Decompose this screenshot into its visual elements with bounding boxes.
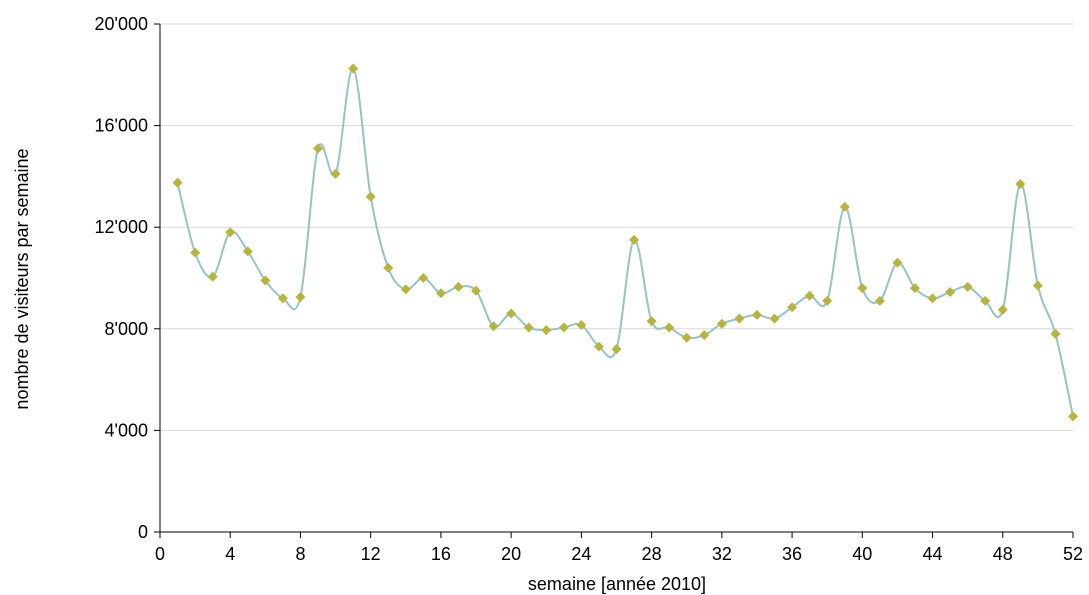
data-point xyxy=(418,273,429,283)
data-point xyxy=(927,293,938,304)
x-tick-label: 0 xyxy=(155,544,165,564)
data-point xyxy=(172,177,183,188)
data-point xyxy=(769,313,780,324)
y-tick-label: 0 xyxy=(138,522,148,542)
y-tick-label: 12'000 xyxy=(95,217,149,237)
data-point xyxy=(225,227,236,238)
data-point xyxy=(874,295,885,306)
axes xyxy=(154,23,1074,538)
data-point xyxy=(681,332,692,343)
y-tick-label: 4'000 xyxy=(105,420,148,440)
y-tick-labels: 0 4'000 8'000 12'000 16'000 20'000 xyxy=(95,14,149,542)
data-point xyxy=(892,257,903,268)
data-point xyxy=(1068,411,1078,422)
x-tick-label: 16 xyxy=(431,544,451,564)
data-point xyxy=(664,322,675,333)
data-point xyxy=(295,292,306,303)
x-tick-label: 12 xyxy=(361,544,381,564)
data-point xyxy=(453,281,464,292)
y-axis-title: nombre de visiteurs par semaine xyxy=(12,148,32,409)
data-point xyxy=(962,281,973,292)
x-tick-label: 32 xyxy=(712,544,732,564)
data-point xyxy=(523,322,534,333)
data-point xyxy=(277,293,288,304)
x-tick-label: 8 xyxy=(295,544,305,564)
x-tick-label: 40 xyxy=(852,544,872,564)
data-point xyxy=(804,290,815,301)
data-point xyxy=(822,295,833,306)
data-point xyxy=(488,321,499,332)
data-point xyxy=(1032,280,1043,291)
data-point xyxy=(330,168,341,179)
data-point xyxy=(576,319,587,330)
data-point xyxy=(734,313,745,324)
data-point xyxy=(945,286,956,297)
x-axis-title: semaine [année 2010] xyxy=(528,574,706,594)
x-tick-label: 28 xyxy=(642,544,662,564)
data-point xyxy=(997,304,1008,315)
data-point xyxy=(1050,328,1061,339)
data-point xyxy=(365,191,376,202)
data-point xyxy=(787,302,798,313)
data-point xyxy=(400,284,411,295)
data-point xyxy=(541,325,552,336)
data-point xyxy=(242,246,253,257)
data-point xyxy=(506,308,517,319)
gridlines xyxy=(160,23,1073,431)
data-point xyxy=(593,341,604,352)
x-tick-label: 44 xyxy=(923,544,943,564)
x-tick-label: 48 xyxy=(993,544,1013,564)
y-tick-label: 8'000 xyxy=(105,319,148,339)
data-point xyxy=(751,309,762,320)
x-tick-labels: 0 4 8 12 16 20 24 28 32 36 40 44 48 52 xyxy=(155,544,1083,564)
data-point xyxy=(435,288,446,299)
data-point xyxy=(348,63,359,74)
data-point xyxy=(558,322,569,333)
data-point xyxy=(383,262,394,273)
x-tick-label: 4 xyxy=(225,544,235,564)
y-tick-label: 16'000 xyxy=(95,116,149,136)
data-markers xyxy=(172,63,1078,422)
x-tick-label: 20 xyxy=(501,544,521,564)
data-point xyxy=(839,201,850,212)
x-tick-label: 52 xyxy=(1063,544,1083,564)
x-tick-label: 24 xyxy=(571,544,591,564)
data-point xyxy=(611,344,622,355)
data-point xyxy=(260,275,271,286)
data-point xyxy=(471,285,482,296)
data-point xyxy=(980,295,991,306)
data-point xyxy=(207,271,218,282)
data-point xyxy=(313,143,324,154)
data-point xyxy=(629,234,640,245)
data-point xyxy=(190,247,201,258)
y-tick-label: 20'000 xyxy=(95,14,149,34)
series-line xyxy=(176,67,1074,417)
data-point xyxy=(1015,179,1026,190)
data-point xyxy=(909,283,920,294)
data-point xyxy=(716,318,727,329)
data-point xyxy=(699,330,710,341)
data-point xyxy=(646,316,657,327)
x-tick-label: 36 xyxy=(782,544,802,564)
data-point xyxy=(857,283,868,294)
